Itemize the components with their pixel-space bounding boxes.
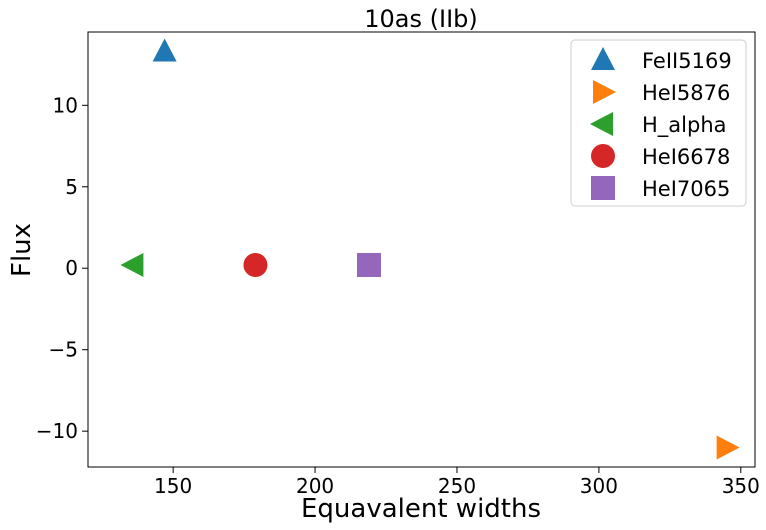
data-point-h-alpha xyxy=(120,252,144,277)
x-tick-label: 250 xyxy=(438,474,476,498)
data-point-hei6678 xyxy=(243,252,268,277)
data-point-hei5876 xyxy=(716,435,740,460)
legend-marker-hei7065 xyxy=(591,176,615,200)
x-tick-label: 150 xyxy=(154,474,192,498)
legend-label-hei6678: HeI6678 xyxy=(642,145,730,169)
legend-label-feii5169: FeII5169 xyxy=(642,49,732,73)
y-tick-label: 10 xyxy=(53,93,78,117)
legend-box xyxy=(570,39,747,207)
legend-marker-hei5876 xyxy=(593,80,616,104)
legend-marker-h-alpha xyxy=(590,112,613,136)
legend: FeII5169 HeI5876 H_alpha HeI6678 HeI7065 xyxy=(570,39,747,207)
y-tick-label: −5 xyxy=(49,338,78,362)
x-tick-label: 350 xyxy=(722,474,760,498)
legend-label-hei7065: HeI7065 xyxy=(642,177,730,201)
legend-label-hei5876: HeI5876 xyxy=(642,81,730,105)
x-tick-label: 200 xyxy=(296,474,334,498)
legend-marker-feii5169 xyxy=(591,47,615,70)
chart-title: 10as (IIb) xyxy=(364,5,478,33)
x-tick-label: 300 xyxy=(580,474,618,498)
y-axis-title: Flux xyxy=(7,223,37,277)
x-axis: 150 200 250 300 350 xyxy=(154,467,760,498)
y-axis: −10 −5 0 5 10 xyxy=(36,93,88,443)
x-axis-title: Equavalent widths xyxy=(301,494,541,524)
y-tick-label: −10 xyxy=(36,419,78,443)
data-markers xyxy=(120,38,740,460)
legend-label-h-alpha: H_alpha xyxy=(642,113,727,138)
legend-marker-hei6678 xyxy=(591,144,615,168)
data-point-feii5169 xyxy=(152,38,177,62)
y-tick-label: 0 xyxy=(65,256,78,280)
data-point-hei7065 xyxy=(356,252,381,277)
y-tick-label: 5 xyxy=(65,175,78,199)
